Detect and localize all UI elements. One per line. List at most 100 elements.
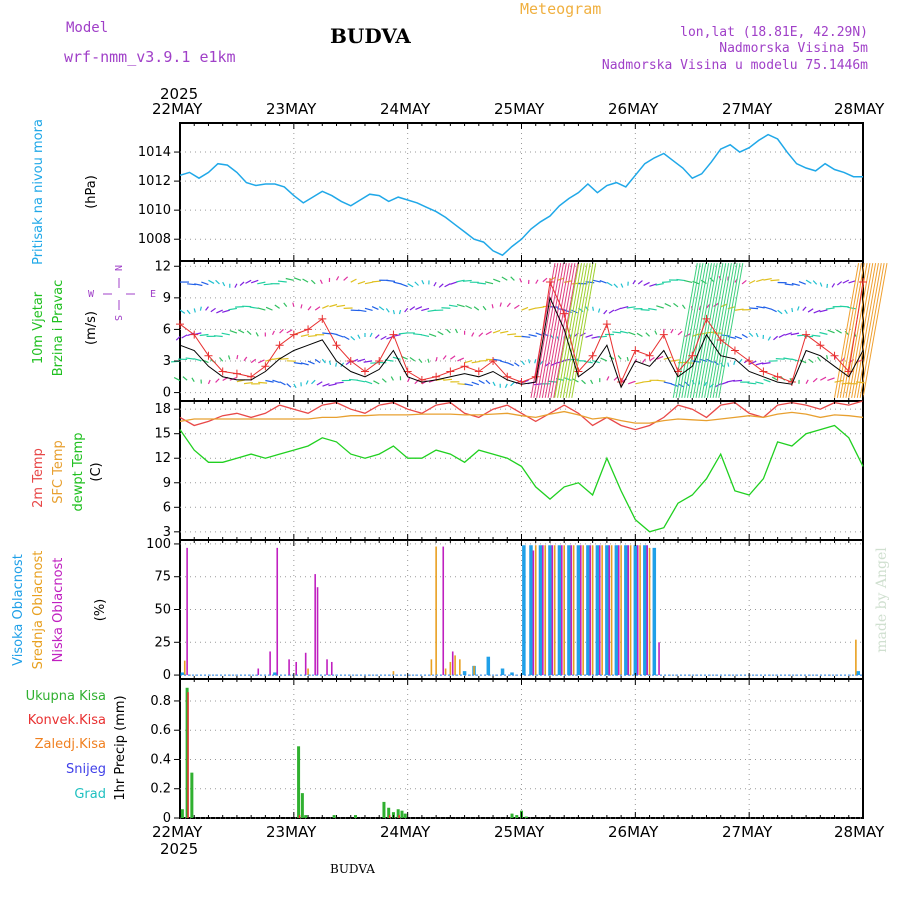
wind-arrow (307, 305, 312, 311)
wind-arrow (733, 360, 736, 365)
date-label-top: 28MAY (834, 100, 885, 118)
wind-arrow (835, 329, 842, 334)
precip-bar-total (515, 815, 519, 818)
wind-arrow (329, 332, 338, 336)
wind-arrow (234, 283, 238, 288)
compass-n: N (112, 265, 123, 271)
wind-hatch (681, 263, 707, 398)
wind-arrow (305, 380, 309, 385)
wind-arrow (521, 335, 531, 338)
cloud-bar-low (646, 545, 648, 676)
wind-arrow (681, 304, 686, 310)
wind-arrow (265, 306, 273, 311)
wind-arrow (373, 380, 380, 385)
cloud-bar-mid (591, 545, 594, 676)
precip-bar-total (180, 809, 184, 818)
elevation-label: Nadmorska Visina 5m (719, 41, 868, 56)
cloud-bar-low (314, 574, 316, 676)
wind-arrow (193, 358, 202, 362)
wind-arrow (499, 302, 502, 307)
wind-arrow (656, 305, 664, 309)
wind-arrow (258, 381, 268, 384)
precip-bar-convective (398, 815, 400, 818)
wind-arrow (643, 281, 650, 286)
y-tick-label: 18 (154, 402, 171, 417)
wind-gust-marker (688, 351, 697, 360)
wind-arrow (761, 362, 771, 365)
wind-arrow (442, 355, 447, 360)
precip-bar-convective (298, 815, 301, 818)
wind-hatch (698, 263, 724, 398)
wind-arrow (464, 383, 473, 387)
wind-arrow (283, 302, 288, 308)
cloud-bar-high (856, 671, 861, 676)
y-tick-label: 15 (154, 427, 171, 442)
wind-hatch (862, 263, 888, 398)
wind-hatch (533, 263, 559, 398)
wind-arrow (791, 358, 800, 362)
wind-arrow (329, 303, 338, 308)
wind-arrow (628, 380, 636, 385)
cloud-bar-low (542, 545, 544, 676)
date-label-bottom: 24MAY (380, 823, 431, 841)
wind-arrow (747, 382, 757, 385)
wind-arrow (364, 380, 373, 385)
wind-arrow (673, 302, 679, 308)
wind-arrow (836, 281, 843, 286)
wind-arrow (528, 307, 537, 311)
y-tick-label: 50 (154, 603, 171, 618)
precip-bar-total (304, 815, 308, 818)
wind-arrow (847, 306, 856, 310)
wind-hatch (541, 263, 567, 398)
wind-arrow (272, 357, 282, 360)
wind-arrow (350, 278, 357, 283)
wind-arrow (243, 381, 253, 385)
wind-arrow (179, 309, 186, 314)
wind-gust-marker (190, 330, 199, 339)
temp-sfc-line (179, 410, 864, 424)
wind-arrow (606, 281, 613, 287)
wind-gust-marker (460, 362, 469, 371)
wind-arrow (478, 332, 484, 337)
cloud-bar-mid (435, 546, 437, 676)
cloud-bar-low (579, 545, 582, 676)
date-label-top: 25MAY (494, 100, 545, 118)
wind-arrow (805, 279, 812, 284)
wind-arrow (421, 279, 425, 285)
wind-hatch (544, 263, 570, 398)
wind-arrow (771, 376, 778, 381)
wind-hatch (704, 263, 730, 398)
grid-layer (180, 123, 863, 819)
wind-arrow (539, 360, 544, 366)
cloud-bar-low (304, 652, 307, 676)
wind-gust-marker (204, 351, 213, 360)
precip-hail-label: Grad (74, 787, 106, 802)
wind-arrow (310, 279, 316, 285)
y-tick-label: 100 (146, 537, 171, 552)
wind-arrow (409, 357, 416, 362)
wind-arrow (478, 379, 485, 385)
meteogram-title: Meteogram (520, 0, 602, 18)
cloud-bar-mid (473, 665, 475, 676)
wind-hatch (851, 263, 877, 398)
wind-arrow (227, 355, 231, 360)
precip-bar-total (510, 813, 514, 818)
wind-gust-marker (745, 357, 754, 365)
wind-hatch (565, 263, 591, 398)
wind-arrow (713, 302, 719, 307)
wind-gust-marker (446, 367, 455, 376)
wind-arrow (229, 330, 238, 334)
cloud-bar-high (500, 668, 505, 676)
lonlat-label: lon,lat (18.81E, 42.29N) (680, 25, 868, 40)
wind-arrow (819, 309, 828, 313)
cloud-bar-high (510, 672, 514, 676)
wind-arrow (831, 283, 836, 288)
wind-arrow (307, 334, 317, 338)
wind-arrow (307, 360, 315, 365)
wind-arrow (322, 304, 329, 309)
wind-arrow (173, 376, 181, 382)
cloud-bar-low (442, 546, 445, 676)
precip-conv-label: Konvek.Kisa (28, 713, 106, 728)
wind-arrow (421, 307, 430, 312)
y-tick-label: 6 (163, 322, 171, 337)
